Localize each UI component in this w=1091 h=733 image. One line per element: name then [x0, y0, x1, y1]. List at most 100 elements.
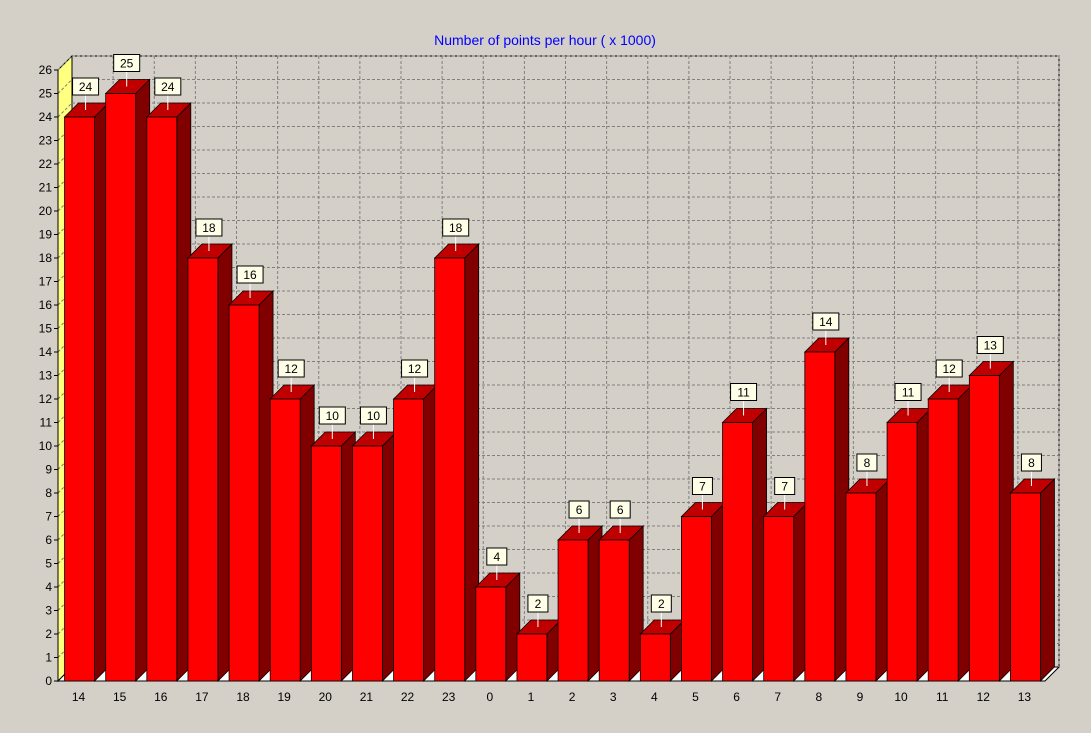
- bar-0: [474, 572, 521, 682]
- data-labels: 24 25 24 18 16 12 10 10 12 18 4 2 6 6 2 7 11 7 14 8 11 12 13 8: [72, 54, 1042, 627]
- bar-front: [927, 398, 959, 682]
- x-tick-label: 13: [1018, 690, 1032, 704]
- y-tick-label: 3: [45, 604, 52, 618]
- x-axis: 14 15 16 17 18 19 20 21 22 23 0 1 2 3 4 5 6 7 8 9 10 11 12 13: [58, 680, 1045, 704]
- data-label: 25: [113, 54, 141, 87]
- data-label-box: [568, 500, 590, 519]
- y-tick-label: 17: [39, 275, 53, 289]
- data-label-text: 8: [1028, 456, 1035, 470]
- bar-4: [639, 619, 686, 682]
- data-label: 2: [527, 594, 549, 627]
- data-label: 10: [359, 406, 387, 439]
- bar-front: [763, 516, 795, 682]
- data-label: 6: [609, 500, 631, 533]
- y-tick-label: 22: [39, 157, 53, 171]
- data-label-box: [691, 477, 713, 495]
- y-tick-label: 12: [39, 392, 53, 406]
- bar-17: [186, 243, 233, 682]
- data-label: 6: [568, 500, 590, 533]
- data-label-text: 2: [658, 597, 665, 611]
- bar-front: [310, 445, 342, 682]
- y-axis: 0123456789101112131415161718192021222324…: [39, 63, 59, 688]
- bar-front: [146, 116, 178, 682]
- bar-front: [187, 257, 219, 682]
- bar-front: [886, 422, 918, 682]
- data-label-text: 11: [902, 386, 915, 400]
- data-label-text: 6: [576, 503, 583, 517]
- bar-front: [105, 93, 137, 682]
- data-label-text: 18: [449, 221, 463, 235]
- bar-front: [557, 539, 589, 682]
- bar-20: [310, 431, 357, 682]
- data-label-box: [359, 406, 387, 425]
- data-label-box: [195, 218, 223, 237]
- data-label: 4: [486, 547, 508, 580]
- data-label-text: 24: [161, 80, 175, 94]
- data-label-box: [812, 312, 840, 331]
- x-tick-label: 23: [442, 690, 456, 704]
- y-tick-label: 11: [40, 416, 53, 430]
- bar-18: [228, 290, 275, 682]
- y-tick-label: 24: [39, 110, 53, 124]
- chart-title: Number of points per hour ( x 1000): [434, 32, 656, 48]
- data-label-box: [935, 359, 963, 378]
- data-label: 18: [442, 218, 470, 251]
- bar-19: [269, 384, 316, 682]
- data-label-text: 12: [943, 362, 957, 376]
- y-tick-label: 18: [39, 251, 53, 265]
- x-tick-label: 11: [936, 690, 949, 704]
- data-label-text: 12: [285, 362, 299, 376]
- data-label-box: [72, 77, 100, 96]
- y-tick-label: 7: [45, 510, 52, 524]
- data-label: 12: [277, 359, 305, 392]
- bar-10: [886, 407, 933, 682]
- bar-front: [352, 445, 383, 682]
- data-label-text: 25: [120, 57, 134, 71]
- x-tick-label: 16: [154, 690, 168, 704]
- data-label: 12: [935, 359, 963, 392]
- bar-front: [804, 351, 836, 682]
- x-tick-label: 9: [857, 690, 864, 704]
- data-label-box: [774, 477, 796, 495]
- y-tick-label: 26: [39, 63, 53, 77]
- data-label-box: [976, 336, 1004, 354]
- y-tick-label: 19: [39, 228, 53, 242]
- data-label-text: 10: [326, 409, 340, 423]
- bar-front: [393, 398, 424, 682]
- data-label-text: 13: [984, 339, 998, 353]
- y-tick-label: 1: [45, 651, 52, 665]
- data-label-text: 7: [781, 480, 788, 494]
- data-label: 14: [812, 312, 840, 345]
- y-tick-label: 5: [45, 557, 52, 571]
- bar-front: [968, 375, 1000, 682]
- bar-7: [762, 501, 809, 682]
- y-tick-label: 8: [45, 486, 52, 500]
- x-tick-label: 2: [569, 690, 576, 704]
- data-label-text: 7: [699, 480, 706, 494]
- bar-22: [392, 384, 439, 682]
- data-label: 18: [195, 218, 223, 251]
- y-tick-label: 16: [39, 298, 53, 312]
- y-tick-label: 25: [39, 87, 53, 101]
- x-tick-label: 4: [651, 690, 658, 704]
- bar-side: [1040, 478, 1055, 682]
- data-label-text: 14: [819, 315, 833, 329]
- data-label-text: 11: [737, 386, 750, 400]
- data-label-box: [609, 500, 631, 519]
- y-tick-label: 10: [39, 439, 53, 453]
- bar-2: [557, 525, 604, 682]
- data-label: 24: [154, 77, 182, 110]
- bar-9: [844, 478, 891, 682]
- gridline-wall: [57, 79, 73, 94]
- data-label-text: 16: [243, 268, 257, 282]
- data-label: 10: [318, 406, 346, 439]
- data-label-text: 10: [367, 409, 381, 423]
- bar-front: [64, 116, 95, 682]
- bar-11: [927, 384, 974, 682]
- x-tick-label: 7: [774, 690, 781, 704]
- data-label-box: [894, 383, 922, 401]
- x-tick-label: 22: [401, 690, 415, 704]
- bar-8: [803, 337, 850, 682]
- data-label: 13: [976, 336, 1004, 369]
